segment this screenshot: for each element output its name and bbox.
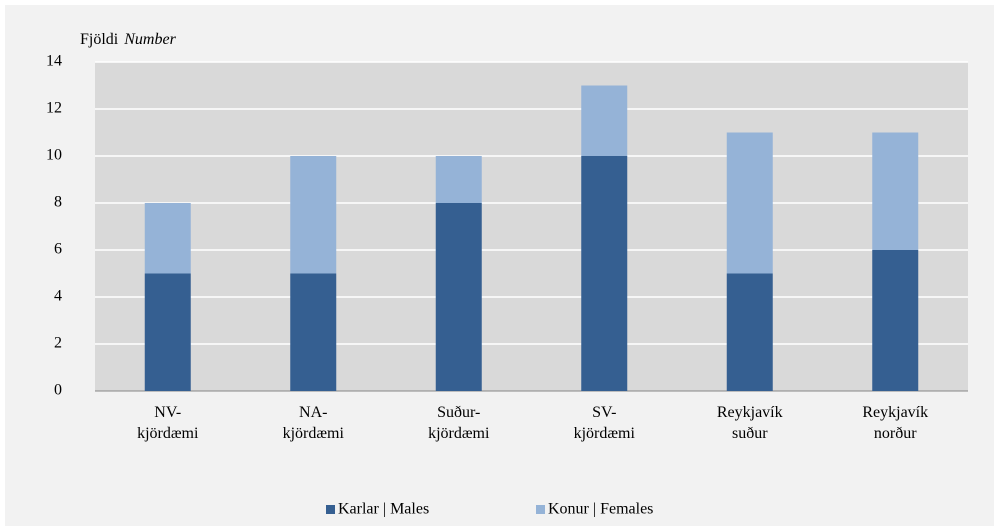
y-tick-label: 2 — [54, 335, 62, 352]
bar-segment — [726, 273, 773, 391]
y-label-is: Fjöldi — [80, 31, 119, 48]
bar-segment — [290, 156, 337, 274]
bar-segment — [290, 273, 337, 391]
bar-segment — [872, 132, 919, 250]
x-tick-label: NV-kjördæmi — [137, 404, 199, 442]
bar-segment — [144, 203, 191, 274]
legend-swatch — [326, 505, 335, 514]
x-tick-label: SV-kjördæmi — [574, 404, 636, 442]
x-tick-label: Reykjavík suður — [717, 404, 783, 442]
x-tick-label: Suður-kjördæmi — [428, 404, 490, 442]
y-tick-label: 4 — [54, 288, 62, 305]
bar-segment — [581, 156, 628, 391]
plot-area — [95, 62, 968, 391]
bar-segment — [872, 250, 919, 391]
x-tick-label: NA-kjördæmi — [283, 404, 345, 442]
y-tick-label: 14 — [46, 53, 62, 70]
legend-label: Konur | Females — [548, 501, 653, 518]
y-axis-label: Fjöldi Number — [80, 31, 177, 48]
bar-segment — [435, 156, 482, 203]
y-tick-label: 6 — [54, 241, 62, 258]
legend-label: Karlar | Males — [338, 501, 429, 518]
bar-segment — [581, 85, 628, 156]
y-tick-label: 10 — [46, 147, 62, 164]
y-label-en: Number — [123, 31, 176, 48]
bar-segment — [144, 273, 191, 391]
y-tick-label: 8 — [54, 194, 62, 211]
legend-swatch — [536, 505, 545, 514]
y-tick-label: 0 — [54, 382, 62, 399]
y-tick-label: 12 — [46, 100, 62, 117]
bar-segment — [726, 132, 773, 274]
bar-segment — [435, 203, 482, 391]
x-tick-label: Reykjavík norður — [862, 404, 928, 442]
